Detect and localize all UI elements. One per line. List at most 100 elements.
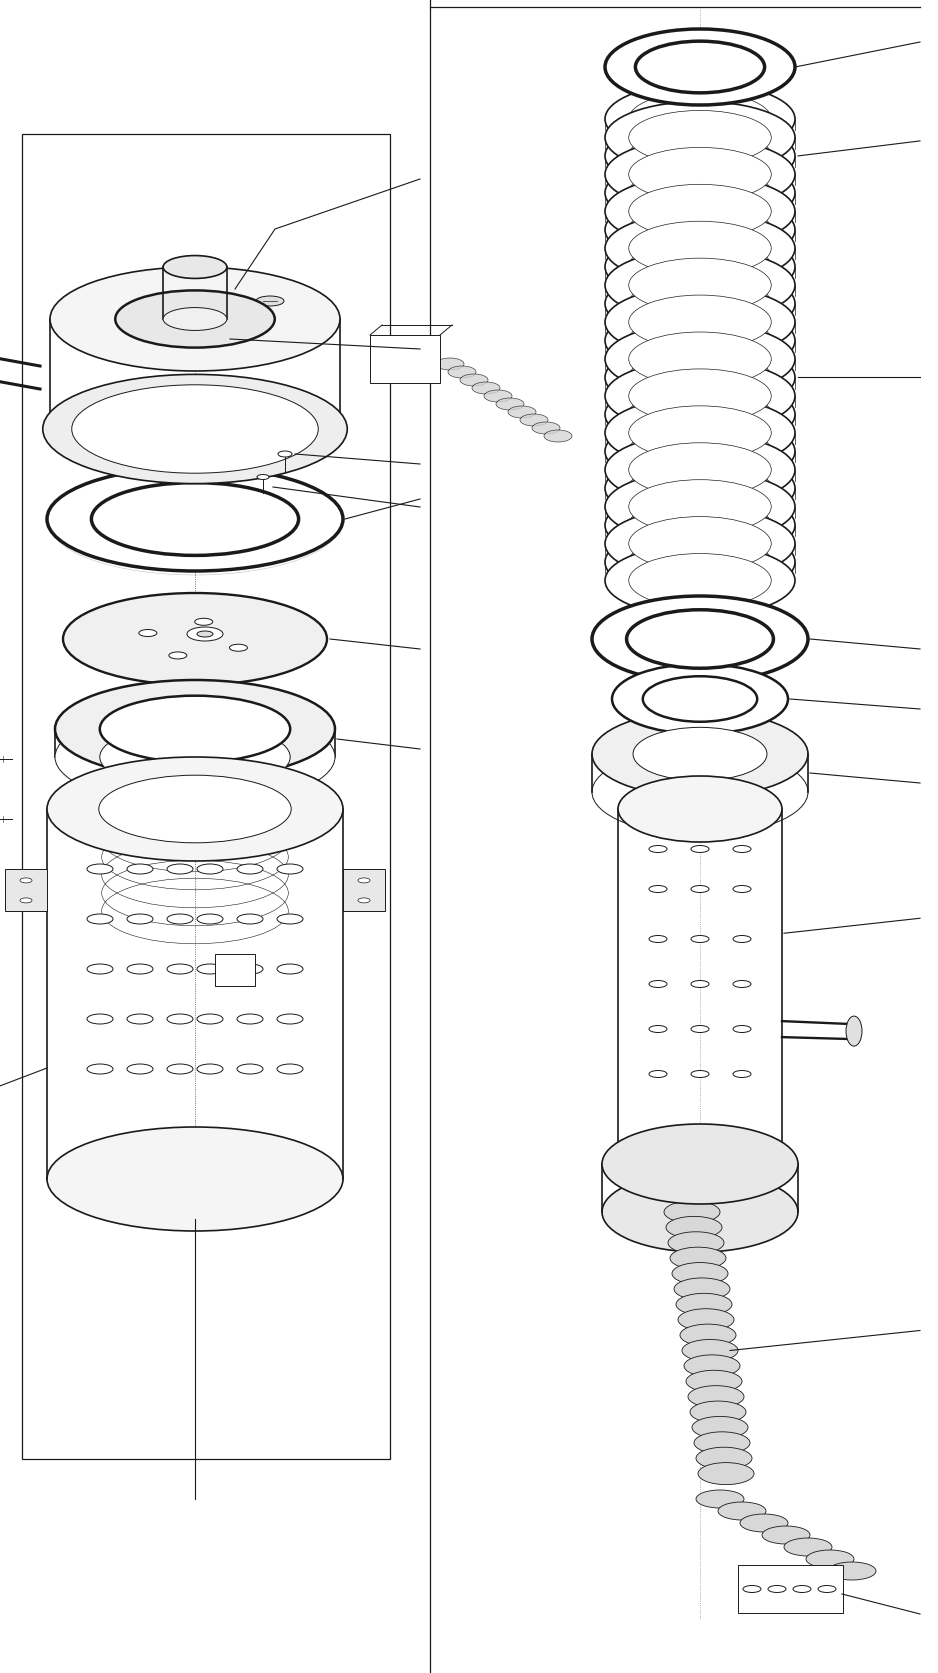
Ellipse shape: [628, 517, 771, 570]
Ellipse shape: [127, 915, 153, 925]
Ellipse shape: [628, 94, 771, 147]
Ellipse shape: [167, 964, 193, 974]
Ellipse shape: [768, 1586, 786, 1593]
Ellipse shape: [91, 483, 298, 555]
Ellipse shape: [602, 1124, 798, 1205]
Ellipse shape: [605, 453, 795, 525]
Ellipse shape: [688, 1385, 744, 1407]
Ellipse shape: [55, 709, 335, 806]
Ellipse shape: [828, 1563, 876, 1579]
Ellipse shape: [605, 176, 795, 248]
Ellipse shape: [605, 527, 795, 599]
Ellipse shape: [237, 865, 263, 875]
Ellipse shape: [605, 435, 795, 507]
Ellipse shape: [605, 325, 795, 397]
Ellipse shape: [87, 1014, 113, 1024]
Ellipse shape: [115, 291, 275, 348]
Ellipse shape: [167, 915, 193, 925]
Ellipse shape: [167, 1014, 193, 1024]
Ellipse shape: [256, 296, 284, 306]
Ellipse shape: [197, 865, 223, 875]
Ellipse shape: [87, 915, 113, 925]
Ellipse shape: [127, 865, 153, 875]
Ellipse shape: [628, 425, 771, 478]
Ellipse shape: [649, 847, 667, 853]
Ellipse shape: [627, 611, 774, 669]
Ellipse shape: [496, 398, 524, 412]
Ellipse shape: [733, 887, 751, 893]
Ellipse shape: [20, 878, 32, 883]
Ellipse shape: [694, 1432, 750, 1454]
Ellipse shape: [672, 1263, 728, 1285]
Ellipse shape: [237, 964, 263, 974]
Ellipse shape: [649, 1071, 667, 1077]
Ellipse shape: [127, 964, 153, 974]
Ellipse shape: [670, 1248, 726, 1270]
Ellipse shape: [47, 468, 343, 572]
Ellipse shape: [628, 186, 771, 239]
Ellipse shape: [605, 157, 795, 229]
Bar: [738, 1564, 843, 1613]
Ellipse shape: [628, 167, 771, 221]
Ellipse shape: [649, 887, 667, 893]
Ellipse shape: [278, 452, 292, 458]
Ellipse shape: [618, 1131, 782, 1198]
Ellipse shape: [633, 728, 767, 781]
Ellipse shape: [605, 102, 795, 174]
Ellipse shape: [696, 1491, 744, 1507]
Ellipse shape: [43, 375, 347, 483]
Ellipse shape: [484, 391, 512, 403]
Ellipse shape: [643, 678, 757, 723]
Ellipse shape: [358, 898, 370, 903]
Ellipse shape: [87, 865, 113, 875]
Ellipse shape: [692, 1417, 748, 1439]
Ellipse shape: [436, 358, 464, 371]
Ellipse shape: [127, 1064, 153, 1074]
Ellipse shape: [628, 480, 771, 534]
Ellipse shape: [628, 535, 771, 589]
Ellipse shape: [154, 308, 176, 316]
Ellipse shape: [691, 935, 709, 944]
Ellipse shape: [674, 1278, 730, 1300]
Ellipse shape: [666, 1216, 722, 1238]
Ellipse shape: [605, 490, 795, 562]
Ellipse shape: [686, 1370, 742, 1392]
Ellipse shape: [163, 256, 227, 279]
Ellipse shape: [197, 632, 213, 637]
Ellipse shape: [167, 1064, 193, 1074]
Ellipse shape: [605, 343, 795, 415]
Ellipse shape: [605, 361, 795, 433]
Ellipse shape: [628, 112, 771, 166]
Ellipse shape: [55, 681, 335, 778]
Ellipse shape: [605, 212, 795, 284]
Ellipse shape: [602, 1173, 798, 1253]
Ellipse shape: [762, 1526, 810, 1544]
Ellipse shape: [649, 980, 667, 989]
Ellipse shape: [257, 475, 269, 480]
Ellipse shape: [605, 380, 795, 452]
Ellipse shape: [277, 1064, 303, 1074]
Ellipse shape: [605, 268, 795, 340]
Ellipse shape: [47, 1128, 343, 1231]
Ellipse shape: [71, 385, 318, 473]
Ellipse shape: [628, 351, 771, 405]
Ellipse shape: [532, 423, 560, 435]
Ellipse shape: [605, 249, 795, 321]
Ellipse shape: [277, 1014, 303, 1024]
Ellipse shape: [743, 1586, 761, 1593]
Ellipse shape: [82, 279, 308, 360]
Ellipse shape: [635, 42, 764, 94]
Ellipse shape: [605, 398, 795, 470]
Ellipse shape: [691, 1071, 709, 1077]
Ellipse shape: [277, 865, 303, 875]
Ellipse shape: [628, 443, 771, 497]
Bar: [343, 870, 385, 912]
Ellipse shape: [197, 1064, 223, 1074]
Bar: [5, 870, 47, 912]
Ellipse shape: [733, 1026, 751, 1032]
Ellipse shape: [684, 1355, 740, 1377]
Ellipse shape: [740, 1514, 788, 1532]
Ellipse shape: [676, 1293, 732, 1315]
Ellipse shape: [690, 1402, 746, 1424]
Ellipse shape: [237, 1064, 263, 1074]
